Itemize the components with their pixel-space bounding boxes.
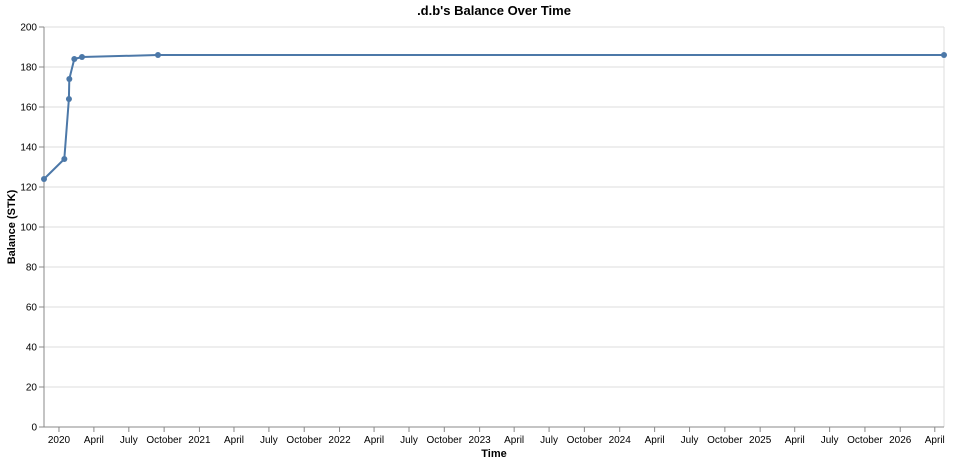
y-tick-label: 100 (20, 223, 37, 234)
y-tick-label: 40 (26, 343, 38, 354)
data-point (154, 52, 161, 58)
x-tick-label: April (84, 435, 104, 446)
series-line (43, 54, 944, 180)
y-axis-ticks: 0 20 40 60 80 100 120 140 160 180 200 (20, 23, 44, 434)
x-tick-label: October (146, 435, 182, 446)
gridlines (44, 26, 945, 428)
x-tick-label: 2022 (328, 435, 351, 446)
x-tick-label: April (504, 435, 524, 446)
x-tick-label: October (286, 435, 322, 446)
x-tick-label: 2025 (749, 435, 772, 446)
data-point (71, 56, 78, 62)
x-tick-label: October (707, 435, 743, 446)
y-tick-label: 120 (20, 183, 37, 194)
x-tick-label: 2023 (468, 435, 491, 446)
data-point (65, 96, 72, 102)
x-tick-label: 2024 (609, 435, 632, 446)
x-tick-label: July (540, 435, 558, 446)
x-tick-label: July (821, 435, 839, 446)
x-tick-label: April (224, 435, 244, 446)
y-tick-label: 140 (20, 143, 37, 154)
x-tick-label: July (120, 435, 138, 446)
data-point (66, 76, 73, 82)
x-axis-title: Time (481, 448, 506, 460)
x-tick-label: 2021 (188, 435, 211, 446)
data-point (78, 54, 85, 60)
x-tick-label: April (645, 435, 665, 446)
y-tick-label: 200 (20, 23, 37, 34)
series (41, 52, 947, 182)
x-tick-label: April (785, 435, 805, 446)
y-axis-title: Balance (STK) (6, 189, 18, 264)
y-tick-label: 20 (26, 383, 38, 394)
x-tick-label: 2020 (48, 435, 71, 446)
x-tick-label: 2026 (889, 435, 912, 446)
x-axis-ticks: 2020 April July October 2021 April July October… (48, 427, 945, 446)
data-point (941, 52, 947, 58)
x-tick-label: July (260, 435, 278, 446)
y-tick-label: 180 (20, 63, 37, 74)
x-tick-label: April (925, 435, 945, 446)
x-tick-label: October (567, 435, 603, 446)
y-tick-label: 0 (31, 423, 37, 434)
x-tick-label: October (427, 435, 463, 446)
x-tick-label: April (364, 435, 384, 446)
y-tick-label: 160 (20, 103, 37, 114)
y-tick-label: 80 (26, 263, 38, 274)
x-tick-label: July (681, 435, 699, 446)
x-tick-label: July (400, 435, 418, 446)
chart-title: .d.b's Balance Over Time (417, 3, 571, 18)
data-point (41, 176, 47, 182)
y-tick-label: 60 (26, 303, 38, 314)
x-tick-label: October (847, 435, 883, 446)
data-point (61, 156, 68, 162)
